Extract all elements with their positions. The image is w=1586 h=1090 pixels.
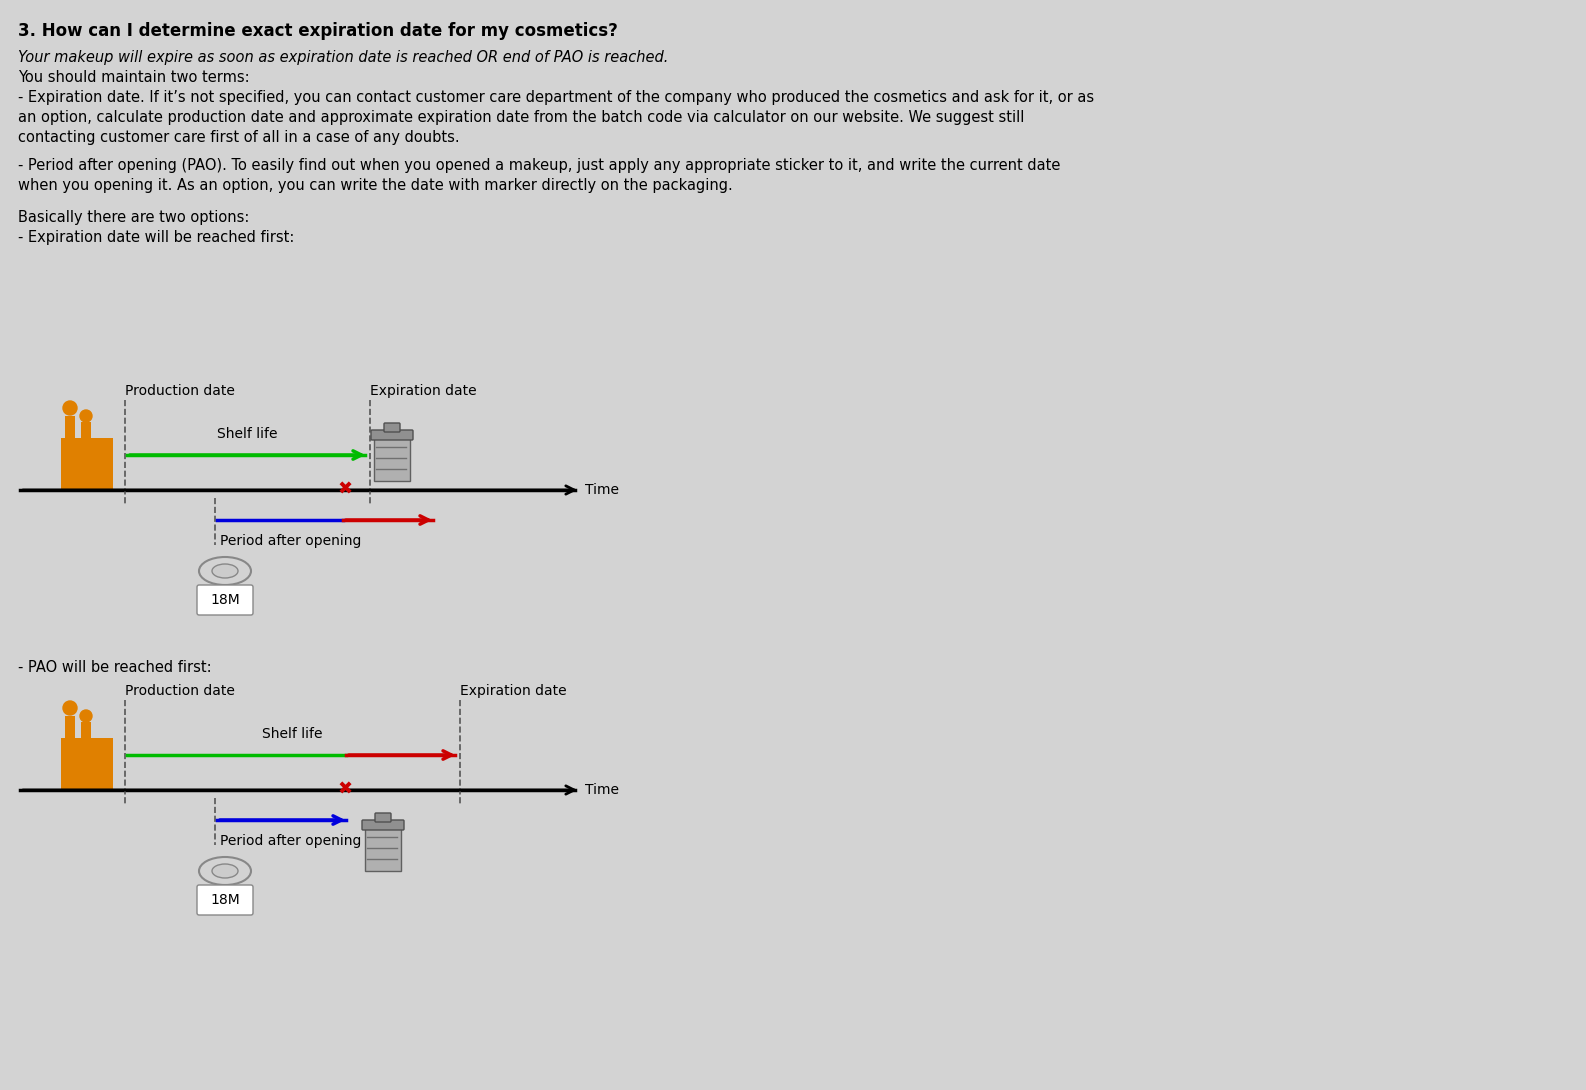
Text: - Expiration date. If it’s not specified, you can contact customer care departme: - Expiration date. If it’s not specified… [17, 90, 1094, 105]
Text: Basically there are two options:: Basically there are two options: [17, 210, 249, 225]
Circle shape [63, 401, 78, 415]
Text: - Period after opening (PAO). To easily find out when you opened a makeup, just : - Period after opening (PAO). To easily … [17, 158, 1061, 173]
Circle shape [79, 710, 92, 722]
FancyBboxPatch shape [81, 722, 90, 738]
FancyBboxPatch shape [374, 813, 392, 822]
FancyBboxPatch shape [60, 438, 113, 490]
Text: Shelf life: Shelf life [262, 727, 322, 741]
Text: Expiration date: Expiration date [370, 384, 477, 398]
FancyBboxPatch shape [374, 437, 411, 481]
Text: contacting customer care first of all in a case of any doubts.: contacting customer care first of all in… [17, 130, 460, 145]
FancyBboxPatch shape [371, 429, 412, 440]
Text: an option, calculate production date and approximate expiration date from the ba: an option, calculate production date and… [17, 110, 1025, 125]
Text: Your makeup will expire as soon as expiration date is reached OR end of PAO is r: Your makeup will expire as soon as expir… [17, 50, 668, 65]
FancyBboxPatch shape [81, 422, 90, 438]
FancyBboxPatch shape [60, 738, 113, 790]
Text: ✖: ✖ [338, 782, 352, 799]
FancyBboxPatch shape [65, 716, 75, 738]
Ellipse shape [213, 564, 238, 578]
Text: - Expiration date will be reached first:: - Expiration date will be reached first: [17, 230, 295, 245]
Text: 18M: 18M [209, 893, 239, 907]
Text: Shelf life: Shelf life [217, 427, 278, 441]
FancyBboxPatch shape [197, 885, 254, 915]
FancyBboxPatch shape [197, 585, 254, 615]
Text: 18M: 18M [209, 593, 239, 607]
Text: Production date: Production date [125, 685, 235, 698]
Text: Period after opening: Period after opening [220, 834, 362, 848]
Text: Period after opening: Period after opening [220, 534, 362, 548]
FancyBboxPatch shape [65, 416, 75, 438]
Text: Expiration date: Expiration date [460, 685, 566, 698]
Text: Production date: Production date [125, 384, 235, 398]
FancyBboxPatch shape [365, 827, 401, 871]
Text: Time: Time [585, 783, 619, 797]
Text: 3. How can I determine exact expiration date for my cosmetics?: 3. How can I determine exact expiration … [17, 22, 619, 40]
Text: Time: Time [585, 483, 619, 497]
Circle shape [79, 410, 92, 422]
FancyBboxPatch shape [384, 423, 400, 432]
Text: ✖: ✖ [338, 481, 352, 499]
Text: - PAO will be reached first:: - PAO will be reached first: [17, 661, 211, 675]
FancyBboxPatch shape [362, 820, 404, 829]
Circle shape [63, 701, 78, 715]
Ellipse shape [213, 864, 238, 879]
Text: You should maintain two terms:: You should maintain two terms: [17, 70, 249, 85]
Text: when you opening it. As an option, you can write the date with marker directly o: when you opening it. As an option, you c… [17, 178, 733, 193]
